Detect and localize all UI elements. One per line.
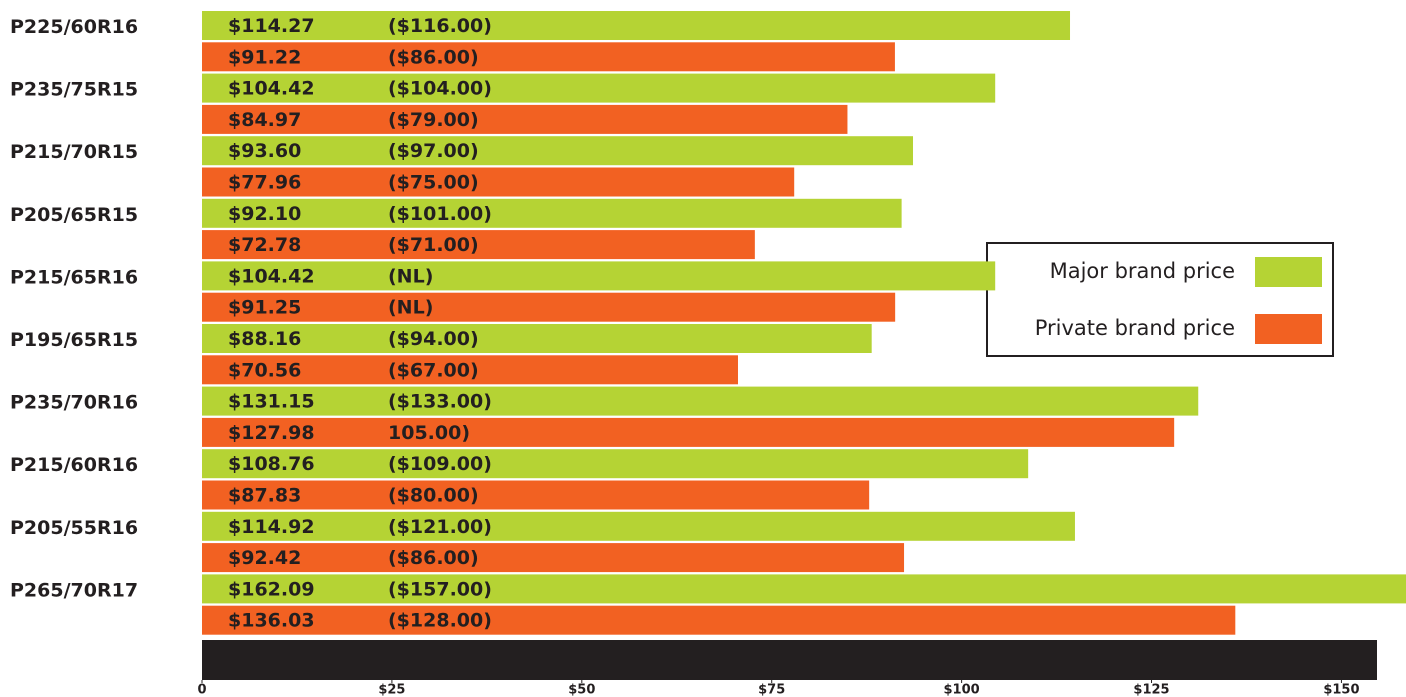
value-label: $127.98 <box>228 422 315 444</box>
paren-label: (NL) <box>388 297 433 319</box>
category-label: P225/60R16 <box>10 16 138 38</box>
value-label: $104.42 <box>228 265 315 287</box>
value-label: $114.92 <box>228 516 315 538</box>
value-label: $91.25 <box>228 297 301 319</box>
category-label: P235/70R16 <box>10 392 138 414</box>
paren-label: ($86.00) <box>388 547 479 569</box>
bar <box>202 230 755 260</box>
axis-band <box>202 640 1377 680</box>
legend: Major brand price Private brand price <box>986 242 1334 357</box>
bar <box>202 511 1075 541</box>
bar <box>202 355 738 385</box>
value-label: $92.10 <box>228 203 301 225</box>
bar <box>202 73 996 103</box>
paren-label: ($97.00) <box>388 140 479 162</box>
paren-label: ($71.00) <box>388 234 479 256</box>
bar <box>202 136 914 166</box>
value-label: $93.60 <box>228 140 301 162</box>
paren-label: ($80.00) <box>388 485 479 507</box>
bar <box>202 417 1175 447</box>
value-label: $131.15 <box>228 391 315 413</box>
bar <box>202 480 870 510</box>
paren-label: (NL) <box>388 265 433 287</box>
bar <box>202 605 1236 635</box>
x-tick-label: 0 <box>197 683 206 697</box>
value-label: $70.56 <box>228 359 301 381</box>
value-label: $162.09 <box>228 578 315 600</box>
value-label: $84.97 <box>228 109 301 131</box>
legend-swatch <box>1255 314 1322 344</box>
value-label: $88.16 <box>228 328 301 350</box>
legend-label: Major brand price <box>1050 259 1235 283</box>
paren-label: ($79.00) <box>388 109 479 131</box>
value-label: $114.27 <box>228 15 315 37</box>
value-label: $92.42 <box>228 547 301 569</box>
category-label: P205/65R15 <box>10 204 138 226</box>
paren-label: ($128.00) <box>388 610 492 632</box>
paren-label: ($121.00) <box>388 516 492 538</box>
paren-label: ($94.00) <box>388 328 479 350</box>
paren-label: ($133.00) <box>388 391 492 413</box>
bar <box>202 167 795 197</box>
value-label: $87.83 <box>228 485 301 507</box>
x-tick-label: $125 <box>1133 683 1169 697</box>
bar <box>202 42 895 72</box>
category-label: P215/70R15 <box>10 141 138 163</box>
bar <box>202 543 905 573</box>
category-label: P195/65R15 <box>10 329 138 351</box>
legend-swatch <box>1255 257 1322 287</box>
value-label: $108.76 <box>228 453 315 475</box>
category-label: P215/60R16 <box>10 454 138 476</box>
bar <box>202 104 848 134</box>
bar <box>202 324 872 353</box>
paren-label: ($104.00) <box>388 78 492 100</box>
value-label: $91.22 <box>228 46 301 68</box>
bar <box>202 449 1029 479</box>
legend-label: Private brand price <box>1035 316 1235 340</box>
value-label: $136.03 <box>228 610 315 632</box>
value-label: $104.42 <box>228 78 315 100</box>
paren-label: ($101.00) <box>388 203 492 225</box>
value-label: $72.78 <box>228 234 301 256</box>
paren-label: ($86.00) <box>388 46 479 68</box>
bar <box>202 574 1406 604</box>
paren-label: 105.00) <box>388 422 470 444</box>
category-label: P265/70R17 <box>10 579 138 601</box>
paren-label: ($116.00) <box>388 15 492 37</box>
x-tick-label: $75 <box>758 683 785 697</box>
x-tick-label: $50 <box>568 683 595 697</box>
value-label: $77.96 <box>228 172 301 194</box>
bar <box>202 198 902 228</box>
category-label: P205/55R16 <box>10 517 138 539</box>
category-label: P215/65R16 <box>10 266 138 288</box>
paren-label: ($157.00) <box>388 578 492 600</box>
x-tick-label: $150 <box>1323 683 1359 697</box>
bar <box>202 11 1071 40</box>
category-label: P235/75R15 <box>10 79 138 101</box>
x-tick-label: $100 <box>944 683 980 697</box>
bar <box>202 386 1199 416</box>
x-tick-label: $25 <box>378 683 405 697</box>
bar <box>202 292 896 322</box>
paren-label: ($67.00) <box>388 359 479 381</box>
paren-label: ($109.00) <box>388 453 492 475</box>
bar <box>202 261 996 291</box>
paren-label: ($75.00) <box>388 172 479 194</box>
